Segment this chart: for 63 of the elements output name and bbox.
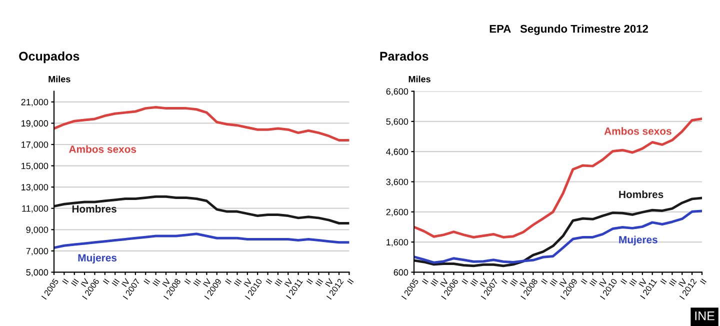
x-tick-label: II	[62, 278, 69, 284]
x-tick-label: II	[225, 278, 232, 284]
x-tick-label: II	[184, 278, 191, 284]
y-tick-label: 19,000	[22, 120, 48, 128]
y-tick-label: 3,600	[386, 178, 408, 186]
text: INE	[695, 312, 714, 320]
x-tick-label: II	[541, 278, 548, 284]
series-label: Hombres	[619, 190, 664, 198]
x-tick-label: III	[629, 278, 637, 286]
line-series	[414, 210, 702, 264]
x-tick-label: III	[589, 278, 598, 286]
y-tick-label: 17,000	[22, 141, 48, 149]
x-tick-label: II	[266, 278, 272, 284]
x-tick-label: III	[510, 278, 518, 286]
y-tick-label: 21,000	[21, 98, 48, 106]
y-axis-title: Miles	[408, 76, 430, 82]
chart-title: Ocupados	[19, 51, 80, 64]
y-tick-label: 13,000	[22, 184, 48, 192]
x-tick-label: III	[152, 278, 160, 286]
x-tick-label: II	[620, 278, 628, 284]
x-tick-label: III	[274, 278, 282, 286]
y-tick-label: 15,000	[22, 162, 48, 170]
line-series	[414, 196, 702, 268]
y-tick-label: 11,000	[22, 205, 48, 213]
line-series	[54, 232, 350, 249]
y-tick-label: 4,600	[386, 148, 408, 156]
series-label: Mujeres	[619, 236, 658, 246]
series-label: Hombres	[72, 204, 116, 213]
x-tick-label: III	[315, 278, 324, 286]
chart-title: Parados	[380, 51, 428, 61]
x-tick-label: III	[430, 278, 438, 286]
y-tick-label: 1,600	[386, 239, 408, 246]
series-label: Ambos sexos	[604, 127, 672, 135]
x-tick-label: III	[112, 278, 120, 286]
y-tick-label: 7,000	[26, 248, 48, 256]
y-tick-label: 5,000	[26, 269, 48, 277]
text: EPA Segundo Trimestre 2012	[490, 24, 648, 35]
x-tick-label: II	[700, 278, 707, 284]
x-tick-label: III	[193, 278, 202, 286]
x-tick-label: II	[144, 278, 150, 284]
x-tick-label: II	[306, 278, 313, 284]
text: Ambos sexos	[69, 145, 136, 153]
y-axis-title: Miles	[48, 76, 70, 82]
line-series	[54, 195, 350, 224]
x-tick-label: II	[580, 278, 588, 284]
y-tick-label: 600	[394, 269, 408, 276]
x-tick-label: II	[660, 278, 667, 284]
x-tick-label: III	[668, 278, 677, 286]
x-tick-label: II	[422, 278, 428, 284]
y-tick-label: 6,600	[386, 88, 408, 96]
x-tick-label: III	[71, 278, 79, 286]
x-tick-label: III	[234, 278, 242, 286]
x-tick-label: II	[501, 278, 508, 284]
series-label: Mujeres	[78, 254, 117, 264]
x-tick-label: II	[102, 278, 110, 284]
y-tick-label: 2,600	[386, 208, 408, 216]
line-series	[54, 106, 350, 142]
y-tick-label: 5,600	[386, 118, 408, 126]
x-tick-label: II	[347, 278, 354, 284]
x-tick-label: II	[462, 278, 468, 284]
y-tick-label: 9,000	[26, 226, 48, 234]
x-tick-label: III	[550, 278, 558, 286]
x-tick-label: III	[470, 278, 478, 286]
